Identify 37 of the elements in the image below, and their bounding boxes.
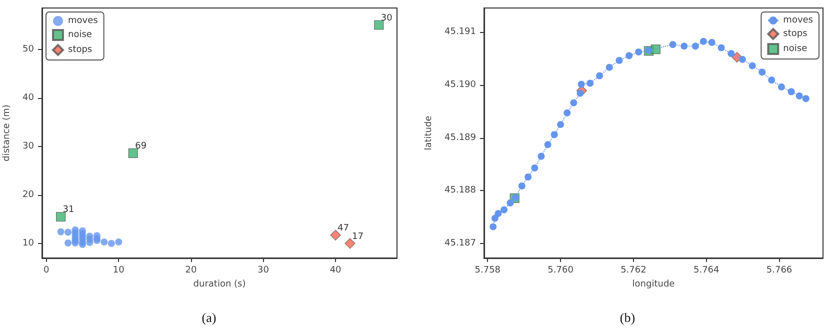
y-tick-label: 10 (22, 238, 34, 248)
x-tick-label: 10 (112, 266, 125, 276)
y-tick-label: 45.188 (444, 186, 476, 196)
y-tick-label: 45.187 (444, 238, 476, 249)
y-tick-label: 30 (22, 141, 34, 152)
legend-label: stops (783, 29, 808, 39)
legend-label: moves (783, 16, 814, 26)
y-axis-title: latitude (424, 115, 434, 150)
x-tick-label: 5.762 (620, 266, 646, 276)
x-axis-title: duration (s) (193, 280, 246, 290)
text: (a) (202, 310, 216, 325)
x-axis-title: longitude (632, 280, 676, 290)
y-tick-label: 40 (22, 92, 34, 103)
annotation: 69 (135, 142, 147, 152)
y-tick-label: 45.190 (444, 80, 476, 90)
x-tick-label: 30 (258, 266, 270, 276)
y-axis-title: distance (m) (2, 104, 12, 162)
x-tick-label: 5.758 (474, 266, 501, 276)
x-tick-label: 0 (43, 266, 50, 276)
x-tick-label: 20 (185, 266, 197, 276)
annotation: 47 (338, 224, 349, 234)
legend-label: noise (783, 44, 808, 54)
y-tick-label: 50 (22, 44, 34, 54)
legend-label: noise (68, 30, 92, 40)
y-tick-label: 45.191 (444, 26, 476, 37)
annotation: 17 (352, 232, 364, 242)
legend-label: moves (68, 16, 98, 26)
annotation: 30 (380, 13, 393, 24)
legend-label: stops (68, 45, 92, 55)
y-tick-label: 45.189 (444, 132, 476, 143)
x-tick-label: 5.766 (766, 266, 792, 276)
text: (b) (620, 310, 636, 325)
y-tick-label: 20 (22, 190, 34, 200)
annotation: 31 (62, 205, 74, 216)
x-tick-label: 5.760 (548, 266, 574, 276)
x-tick-label: 40 (330, 266, 342, 276)
x-tick-label: 5.764 (693, 266, 720, 276)
